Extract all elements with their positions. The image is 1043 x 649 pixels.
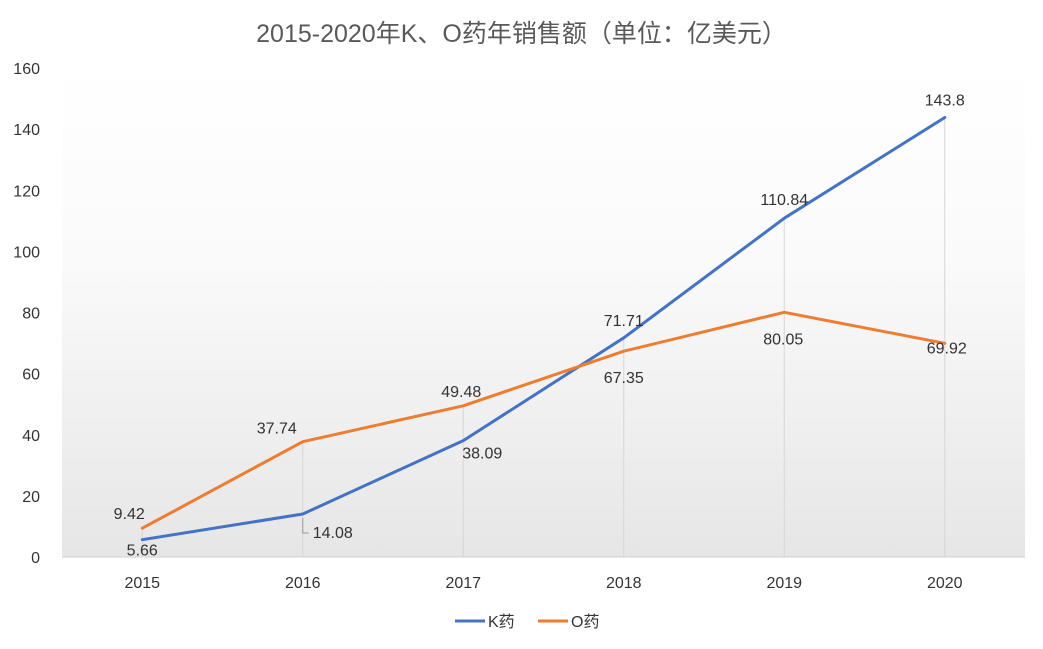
data-label-k: 143.8 [925,93,965,110]
x-tick-label: 2017 [445,575,481,592]
y-tick-label: 100 [13,244,40,261]
data-label-o: 49.48 [441,384,481,401]
chart-title: 2015-2020年K、O药年销售额（单位：亿美元） [256,20,787,48]
data-label-o: 69.92 [927,340,967,357]
y-tick-label: 120 [13,183,40,200]
y-tick-label: 60 [22,367,40,384]
y-tick-label: 80 [22,306,40,323]
data-label-o: 37.74 [257,421,297,438]
data-label-k: 14.08 [313,525,353,542]
data-label-o: 9.42 [114,506,145,523]
x-tick-label: 2019 [766,575,802,592]
data-label-k: 5.66 [127,543,158,560]
legend-label-o: O药 [571,613,599,631]
data-label-k: 110.84 [760,192,808,209]
label-leader-line [302,517,309,534]
y-tick-label: 140 [13,122,40,139]
y-tick-label: 20 [22,489,40,506]
series-line-k [140,116,947,542]
y-tick-label: 0 [31,550,40,567]
y-tick-label: 40 [22,428,40,445]
y-tick-label: 160 [13,61,40,78]
x-tick-label: 2020 [927,575,963,592]
series-line-o [140,310,947,530]
x-tick-label: 2018 [606,575,642,592]
data-label-o: 80.05 [763,331,803,348]
data-label-o: 67.35 [604,370,644,387]
plot-background [62,68,1025,557]
legend-label-k: K药 [488,613,515,631]
x-tick-label: 2015 [124,575,160,592]
x-tick-label: 2016 [285,575,321,592]
data-label-k: 71.71 [604,313,644,330]
data-label-k: 38.09 [462,446,502,463]
